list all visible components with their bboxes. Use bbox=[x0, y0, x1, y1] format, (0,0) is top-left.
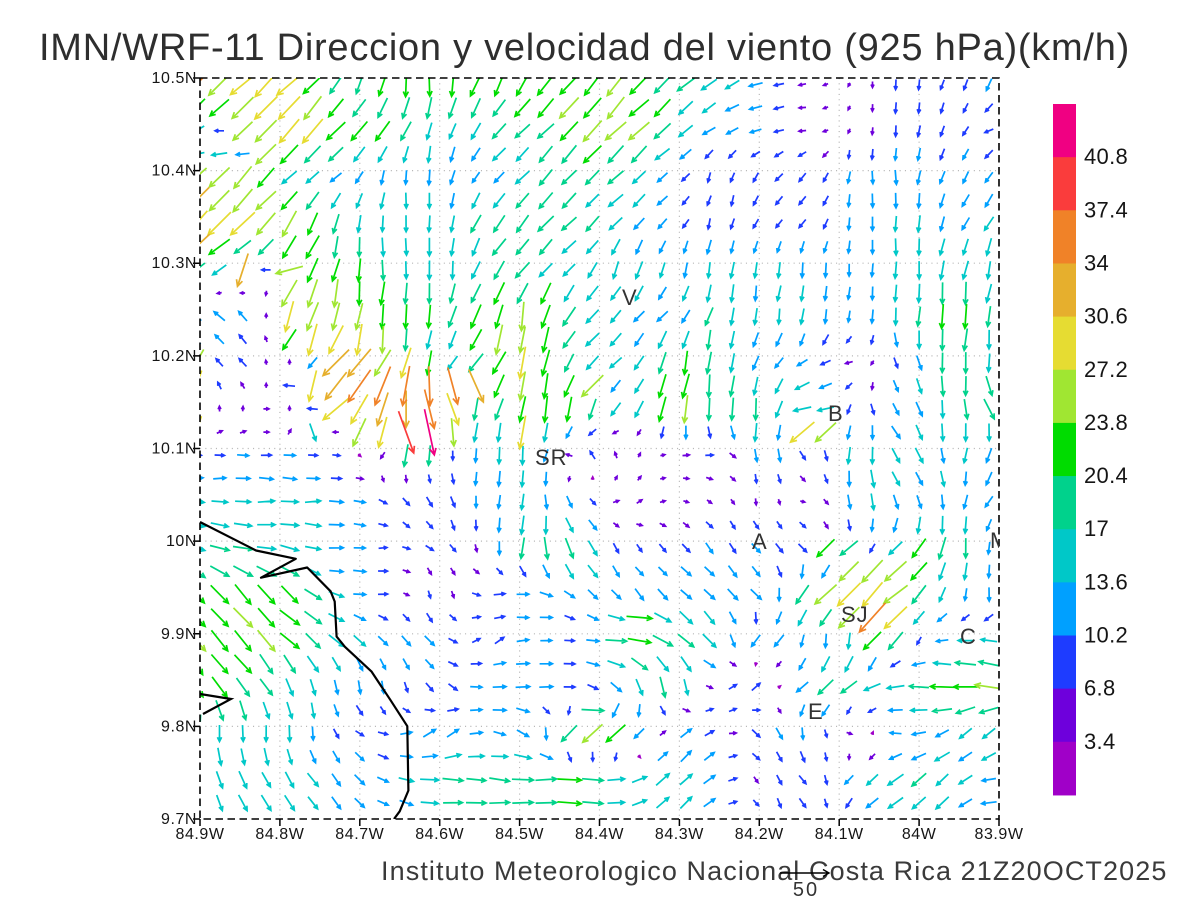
svg-text:6.8: 6.8 bbox=[1084, 676, 1115, 701]
svg-text:20.4: 20.4 bbox=[1084, 463, 1128, 488]
svg-text:84.1W: 84.1W bbox=[815, 826, 864, 843]
svg-text:84.4W: 84.4W bbox=[575, 826, 624, 843]
svg-text:SR: SR bbox=[535, 445, 568, 470]
svg-text:B: B bbox=[828, 401, 844, 426]
svg-text:17: 17 bbox=[1084, 516, 1109, 541]
svg-text:IMN/WRF-11 Direccion y velocid: IMN/WRF-11 Direccion y velocidad del vie… bbox=[39, 27, 1130, 69]
svg-text:10.3N: 10.3N bbox=[152, 255, 197, 272]
svg-text:3.4: 3.4 bbox=[1084, 729, 1115, 754]
svg-text:84W: 84W bbox=[902, 826, 937, 843]
svg-text:83.9W: 83.9W bbox=[975, 826, 1024, 843]
svg-text:10.4N: 10.4N bbox=[152, 163, 197, 180]
svg-text:10.1N: 10.1N bbox=[152, 441, 197, 458]
svg-text:SJ: SJ bbox=[841, 602, 869, 627]
svg-text:9.8N: 9.8N bbox=[161, 718, 197, 735]
svg-text:27.2: 27.2 bbox=[1084, 357, 1128, 382]
svg-text:84.9W: 84.9W bbox=[176, 826, 225, 843]
svg-text:M: M bbox=[990, 528, 1008, 553]
svg-text:9.7N: 9.7N bbox=[161, 811, 197, 828]
svg-text:Instituto Meteorologico Nacion: Instituto Meteorologico Nacional Costa R… bbox=[381, 856, 1167, 886]
svg-text:84.8W: 84.8W bbox=[255, 826, 304, 843]
svg-text:23.8: 23.8 bbox=[1084, 410, 1128, 435]
svg-text:84.2W: 84.2W bbox=[735, 826, 784, 843]
svg-text:9.9N: 9.9N bbox=[161, 626, 197, 643]
svg-text:13.6: 13.6 bbox=[1084, 569, 1128, 594]
svg-text:10.2: 10.2 bbox=[1084, 623, 1128, 648]
svg-text:84.3W: 84.3W bbox=[655, 826, 704, 843]
svg-text:84.6W: 84.6W bbox=[415, 826, 464, 843]
svg-text:10.2N: 10.2N bbox=[152, 348, 197, 365]
svg-text:40.8: 40.8 bbox=[1084, 144, 1128, 169]
svg-text:50: 50 bbox=[793, 879, 819, 900]
svg-text:10N: 10N bbox=[166, 533, 197, 550]
svg-text:C: C bbox=[960, 624, 977, 649]
svg-text:37.4: 37.4 bbox=[1084, 197, 1128, 222]
svg-text:84.7W: 84.7W bbox=[335, 826, 384, 843]
svg-text:30.6: 30.6 bbox=[1084, 304, 1128, 329]
svg-text:V: V bbox=[622, 285, 638, 310]
svg-text:E: E bbox=[808, 699, 824, 724]
svg-text:A: A bbox=[752, 529, 768, 554]
svg-text:34: 34 bbox=[1084, 250, 1109, 275]
svg-text:10.5N: 10.5N bbox=[152, 70, 197, 87]
svg-text:84.5W: 84.5W bbox=[495, 826, 544, 843]
